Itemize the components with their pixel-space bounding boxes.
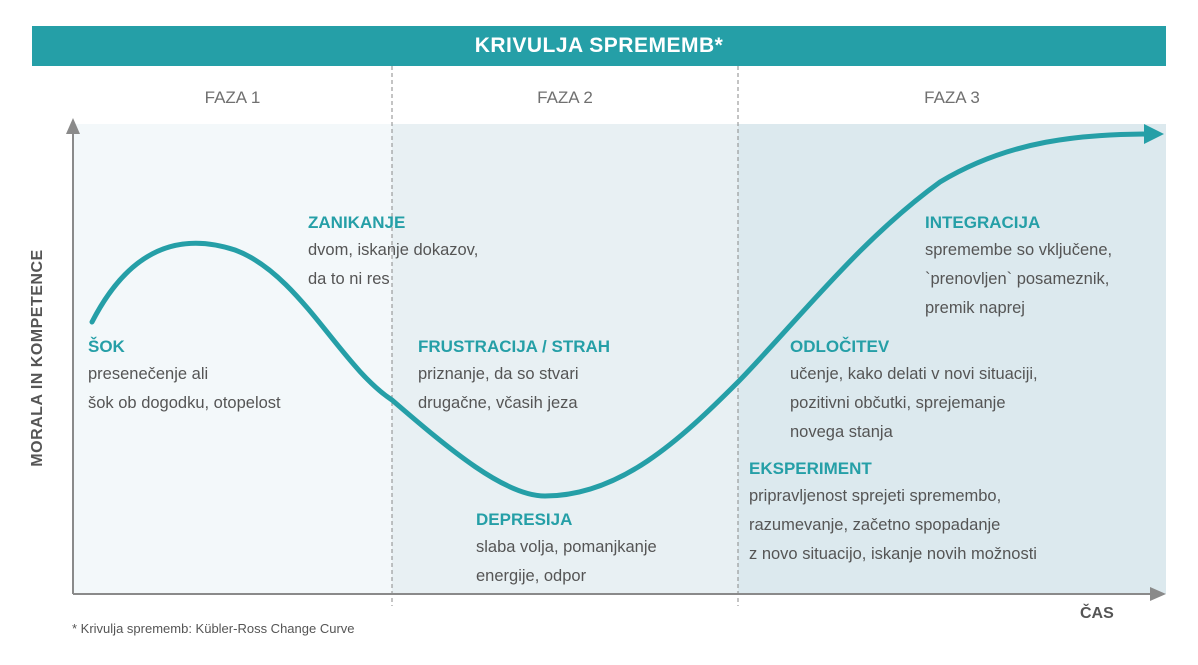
stage-eksperiment: EKSPERIMENT pripravljenost sprejeti spre…	[749, 456, 1037, 569]
diagram-title: KRIVULJA SPREMEMB*	[32, 26, 1166, 66]
stage-odlocitev-line: učenje, kako delati v novi situaciji,	[790, 365, 1038, 383]
stage-zanikanje-line: dvom, iskanje dokazov,	[308, 241, 479, 259]
stage-frustracija-title: FRUSTRACIJA / STRAH	[418, 337, 611, 356]
stage-eksperiment-line: z novo situacijo, iskanje novih možnosti	[749, 545, 1037, 563]
stage-integracija: INTEGRACIJA spremembe so vključene, `pre…	[925, 210, 1112, 323]
y-axis	[66, 118, 80, 594]
stage-odlocitev-line: pozitivni občutki, sprejemanje	[790, 394, 1006, 412]
stage-depresija: DEPRESIJA slaba volja, pomanjkanje energ…	[476, 507, 657, 591]
stage-frustracija-line: drugačne, včasih jeza	[418, 394, 578, 412]
stage-sok-line: presenečenje ali	[88, 365, 209, 383]
stage-odlocitev-line: novega stanja	[790, 423, 893, 441]
footnote: * Krivulja sprememb: Kübler-Ross Change …	[72, 621, 355, 636]
stage-zanikanje-line: da to ni res	[308, 270, 390, 288]
phase-1-background	[73, 124, 392, 594]
phase-label-1: FAZA 1	[204, 88, 261, 107]
x-axis-label: ČAS	[1080, 605, 1114, 622]
stage-depresija-line: energije, odpor	[476, 567, 587, 585]
stage-zanikanje: ZANIKANJE dvom, iskanje dokazov, da to n…	[308, 210, 478, 294]
phase-label-3: FAZA 3	[924, 88, 980, 107]
stage-sok-title: ŠOK	[88, 337, 125, 356]
stage-sok: ŠOK presenečenje ali šok ob dogodku, oto…	[88, 334, 281, 418]
stage-depresija-line: slaba volja, pomanjkanje	[476, 538, 657, 556]
stage-frustracija-line: priznanje, da so stvari	[418, 365, 579, 383]
stage-odlocitev: ODLOČITEV učenje, kako delati v novi sit…	[790, 334, 1038, 447]
phase-label-2: FAZA 2	[537, 88, 593, 107]
stage-frustracija: FRUSTRACIJA / STRAH priznanje, da so stv…	[418, 334, 610, 418]
stage-eksperiment-line: razumevanje, začetno spopadanje	[749, 516, 1001, 534]
stage-eksperiment-line: pripravljenost sprejeti spremembo,	[749, 487, 1002, 505]
stage-sok-line: šok ob dogodku, otopelost	[88, 394, 281, 412]
stage-integracija-line: `prenovljen` posameznik,	[925, 270, 1110, 288]
phase-3-background	[738, 124, 1166, 594]
phase-2-background	[392, 124, 738, 594]
stage-integracija-line: spremembe so vključene,	[925, 241, 1113, 259]
stage-zanikanje-title: ZANIKANJE	[308, 213, 406, 232]
stage-odlocitev-title: ODLOČITEV	[790, 337, 890, 356]
stage-eksperiment-title: EKSPERIMENT	[749, 459, 872, 478]
change-curve-line	[89, 124, 1164, 499]
stage-depresija-title: DEPRESIJA	[476, 510, 573, 529]
stage-integracija-title: INTEGRACIJA	[925, 213, 1041, 232]
x-axis	[73, 587, 1166, 601]
stage-integracija-line: premik naprej	[925, 299, 1025, 317]
